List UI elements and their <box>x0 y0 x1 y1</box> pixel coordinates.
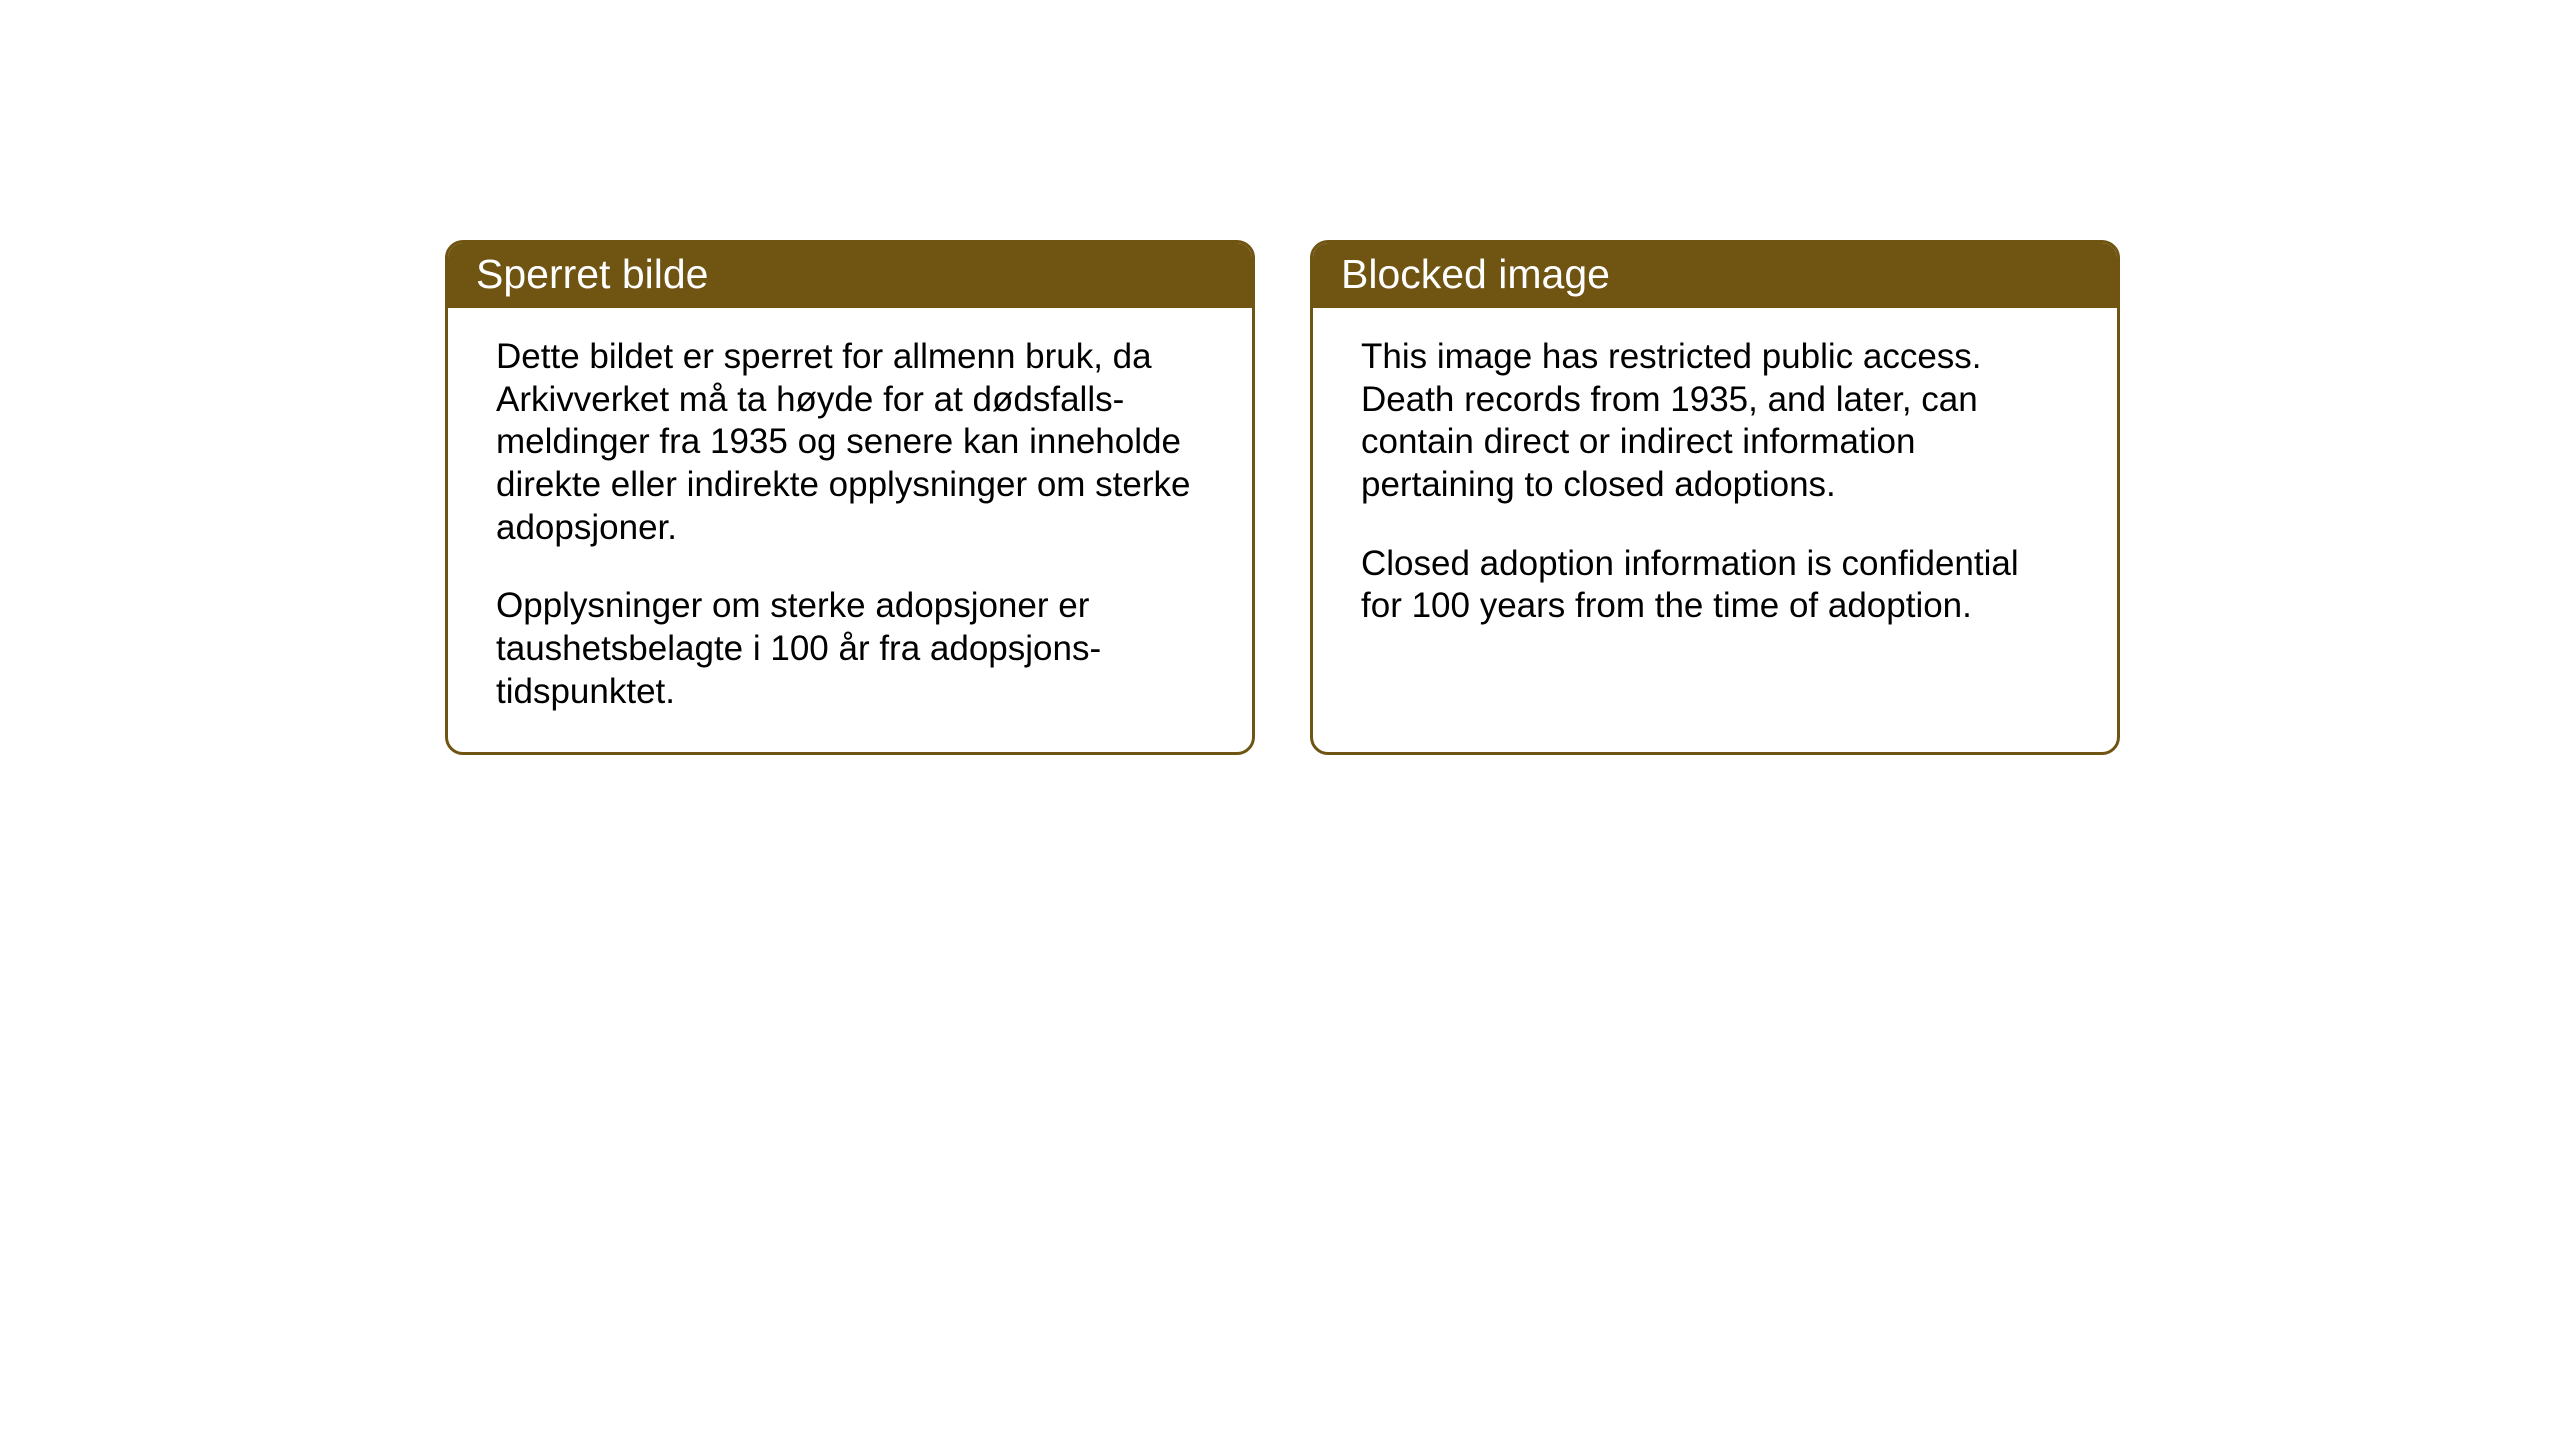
card-body-english: This image has restricted public access.… <box>1313 308 2117 666</box>
notice-card-norwegian: Sperret bilde Dette bildet er sperret fo… <box>445 240 1255 755</box>
notice-card-english: Blocked image This image has restricted … <box>1310 240 2120 755</box>
notice-container: Sperret bilde Dette bildet er sperret fo… <box>445 240 2120 755</box>
card-header-english: Blocked image <box>1313 243 2117 308</box>
card-paragraph-1-english: This image has restricted public access.… <box>1361 336 2069 507</box>
card-title-english: Blocked image <box>1341 251 1610 297</box>
card-paragraph-2-english: Closed adoption information is confident… <box>1361 543 2069 628</box>
card-paragraph-2-norwegian: Opplysninger om sterke adopsjoner er tau… <box>496 585 1204 713</box>
card-header-norwegian: Sperret bilde <box>448 243 1252 308</box>
card-body-norwegian: Dette bildet er sperret for allmenn bruk… <box>448 308 1252 752</box>
card-title-norwegian: Sperret bilde <box>476 251 708 297</box>
card-paragraph-1-norwegian: Dette bildet er sperret for allmenn bruk… <box>496 336 1204 549</box>
